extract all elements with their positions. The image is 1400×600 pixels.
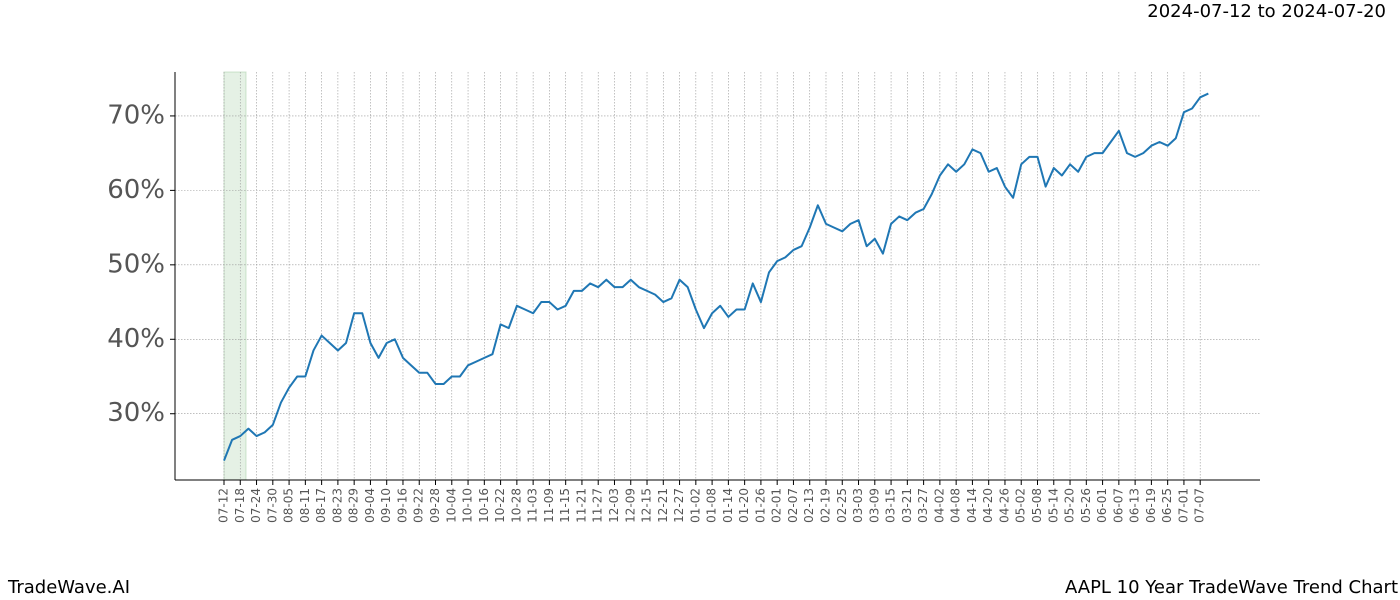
x-tick-label: 09-04 [363,488,377,523]
x-tick-label: 11-21 [574,488,588,523]
x-tick-label: 12-21 [656,488,670,523]
x-tick-label: 09-28 [428,488,442,523]
x-tick-label: 11-03 [526,488,540,523]
x-tick-label: 05-08 [1030,488,1044,523]
x-tick-label: 05-26 [1079,488,1093,523]
x-tick-label: 03-09 [867,488,881,523]
x-tick-label: 02-13 [802,488,816,523]
x-tick-label: 01-20 [737,488,751,523]
y-tick-label: 30% [107,398,165,428]
x-tick-label: 11-27 [591,488,605,523]
x-tick-label: 12-09 [623,488,637,523]
x-tick-label: 03-27 [916,488,930,523]
x-tick-label: 01-26 [753,488,767,523]
x-tick-label: 07-01 [1176,488,1190,523]
x-tick-label: 07-07 [1193,488,1207,523]
y-tick-label: 70% [107,100,165,130]
x-tick-label: 11-09 [542,488,556,523]
x-tick-label: 07-12 [217,488,231,523]
x-tick-label: 04-02 [932,488,946,523]
x-tick-label: 01-14 [721,488,735,523]
x-tick-label: 12-15 [640,488,654,523]
x-tick-label: 12-03 [607,488,621,523]
x-tick-label: 04-20 [981,488,995,523]
x-tick-label: 03-03 [851,488,865,523]
x-tick-label: 07-24 [249,488,263,523]
x-tick-label: 05-20 [1063,488,1077,523]
y-tick-label: 50% [107,249,165,279]
y-tick-label: 60% [107,175,165,205]
x-tick-label: 09-16 [395,488,409,523]
x-tick-label: 09-22 [412,488,426,523]
line-series [223,92,1209,462]
x-tick-label: 05-14 [1046,488,1060,523]
x-tick-label: 06-07 [1111,488,1125,523]
x-tick-label: 10-04 [444,488,458,523]
x-tick-label: 03-15 [884,488,898,523]
x-tick-label: 08-05 [282,488,296,523]
x-tick-label: 07-30 [265,488,279,523]
x-tick-label: 01-02 [688,488,702,523]
chart-title: 2024-07-12 to 2024-07-20 [1147,1,1386,22]
x-tick-label: 06-19 [1144,488,1158,523]
x-tick-label: 12-27 [672,488,686,523]
x-tick-label: 10-28 [509,488,523,523]
x-tick-label: 06-13 [1128,488,1142,523]
x-tick-label: 02-07 [786,488,800,523]
x-tick-label: 05-02 [1014,488,1028,523]
x-tick-label: 10-10 [461,488,475,523]
x-tick-label: 02-01 [770,488,784,523]
x-tick-label: 09-10 [379,488,393,523]
highlight-span [223,71,247,481]
x-tick-label: 08-23 [330,488,344,523]
footer-left: TradeWave.AI [7,577,130,598]
x-tick-label: 10-16 [477,488,491,523]
footer-right: AAPL 10 Year TradeWave Trend Chart [1065,577,1398,598]
x-tick-label: 11-15 [558,488,572,523]
x-tick-label: 07-18 [233,488,247,523]
y-tick-label: 40% [107,324,165,354]
x-tick-label: 06-25 [1160,488,1174,523]
x-tick-label: 04-26 [997,488,1011,523]
x-tick-label: 02-19 [818,488,832,523]
x-tick-label: 06-01 [1095,488,1109,523]
x-tick-label: 04-08 [949,488,963,523]
x-tick-label: 08-17 [314,488,328,523]
x-tick-label: 10-22 [493,488,507,523]
x-tick-label: 02-25 [835,488,849,523]
x-tick-label: 08-11 [298,488,312,523]
x-tick-label: 01-08 [705,488,719,523]
x-tick-label: 03-21 [900,488,914,523]
x-tick-label: 04-14 [965,488,979,523]
x-tick-label: 08-29 [347,488,361,523]
